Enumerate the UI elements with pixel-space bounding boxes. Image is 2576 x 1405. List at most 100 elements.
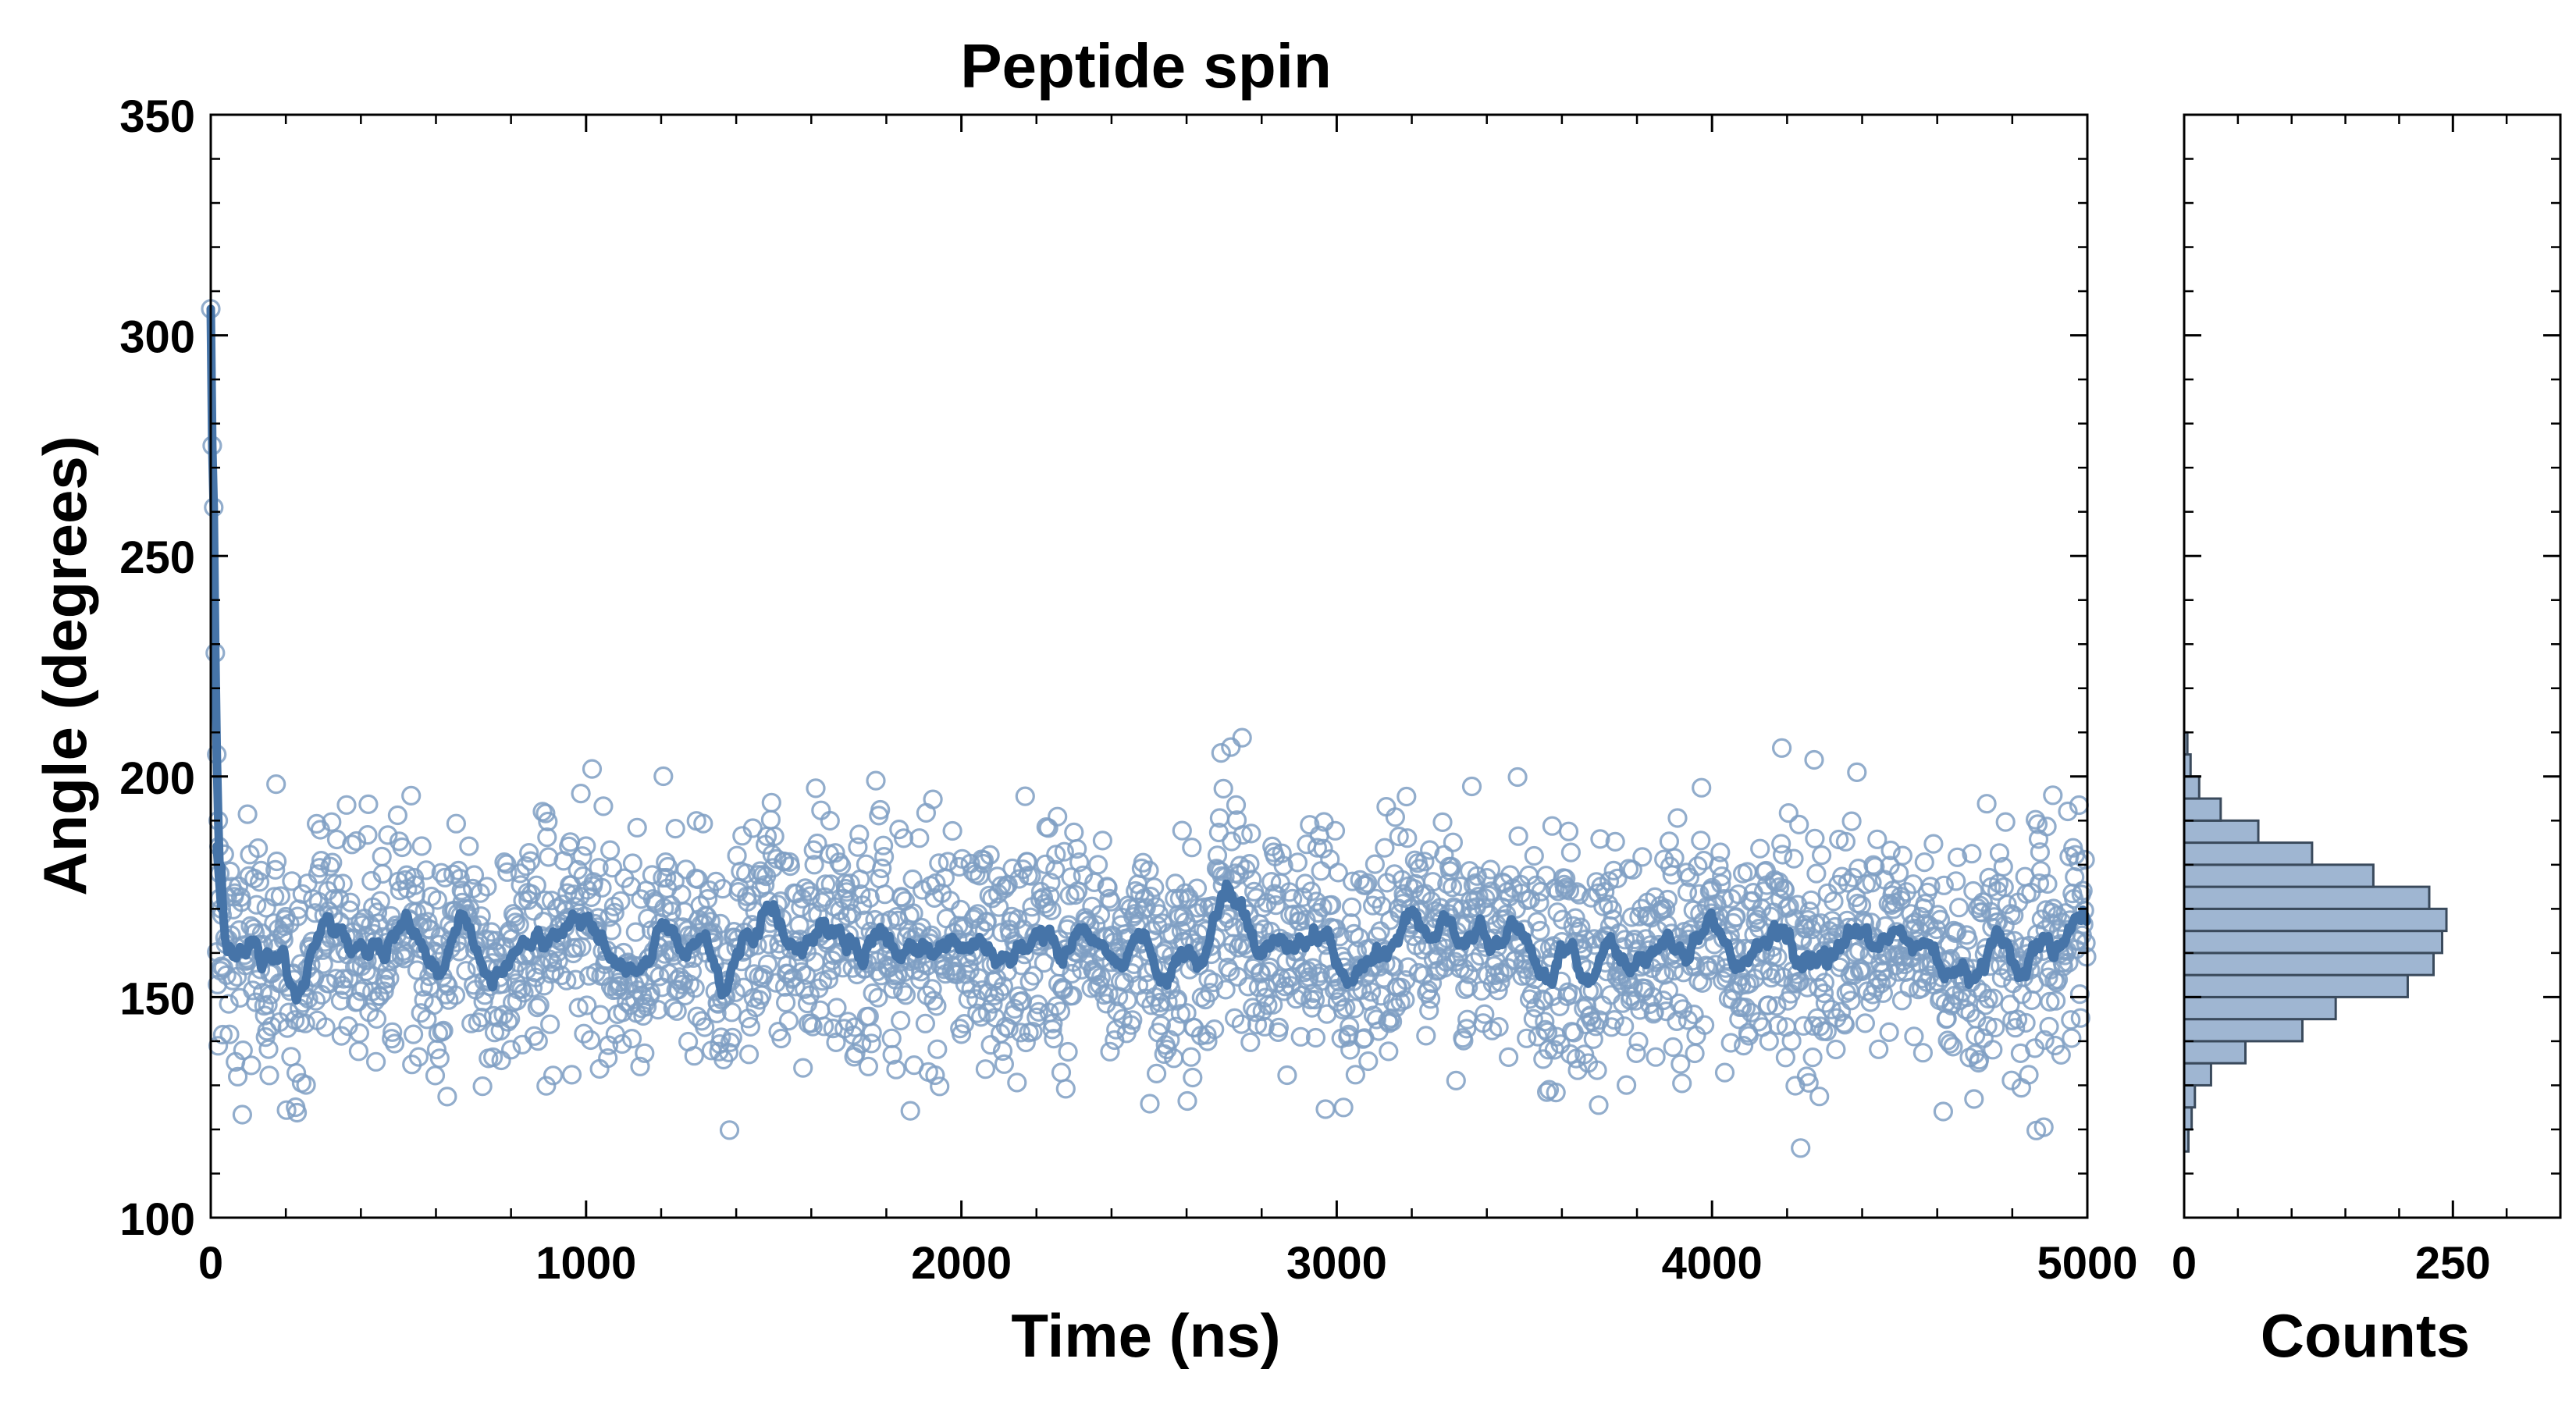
scatter-point xyxy=(640,983,661,1003)
scatter-point xyxy=(604,902,624,923)
scatter-point xyxy=(868,987,888,1008)
scatter-point xyxy=(1442,877,1463,898)
scatter-point xyxy=(1315,1099,1336,1119)
scatter-point xyxy=(909,828,930,848)
scatter-point xyxy=(1222,831,1242,852)
scatter-point xyxy=(1140,886,1161,907)
scatter-point xyxy=(1375,838,1395,858)
scatter-point xyxy=(464,865,485,885)
scatter-point xyxy=(825,843,845,863)
scatter-point xyxy=(1855,1013,1875,1033)
scatter-point xyxy=(1869,1039,1889,1059)
scatter-point xyxy=(1204,1019,1225,1040)
scatter-point xyxy=(1560,1044,1581,1065)
scatter-point xyxy=(1458,964,1479,984)
histogram-bar xyxy=(2183,775,2201,800)
scatter-point xyxy=(1287,852,1308,873)
scatter-point xyxy=(1964,1089,1984,1109)
scatter-point xyxy=(1241,823,1261,844)
scatter-point xyxy=(568,859,588,880)
scatter-point xyxy=(1802,1047,1823,1068)
scatter-point xyxy=(1507,767,1528,788)
scatter-point xyxy=(927,996,947,1016)
scatter-point xyxy=(845,1043,866,1064)
scatter-point xyxy=(1172,820,1192,841)
scatter-point xyxy=(1227,966,1248,987)
scatter-point xyxy=(849,824,870,845)
scatter-point xyxy=(1342,871,1363,891)
scatter-point xyxy=(416,860,436,880)
scatter-point xyxy=(523,901,544,921)
scatter-point xyxy=(516,855,536,877)
scatter-point xyxy=(886,1059,906,1080)
scatter-point xyxy=(1773,845,1793,865)
scatter-point xyxy=(979,885,999,905)
scatter-point xyxy=(1663,1037,1683,1058)
scatter-point xyxy=(259,1065,279,1086)
scatter-point xyxy=(1508,826,1528,846)
scatter-point xyxy=(895,985,916,1005)
scatter-point xyxy=(1041,872,1061,893)
scatter-point xyxy=(1775,1048,1795,1068)
scatter-point xyxy=(1007,1072,1027,1093)
scatter-point xyxy=(295,1013,315,1033)
scatter-point xyxy=(1527,912,1547,932)
scatter-point xyxy=(1517,1028,1537,1048)
scatter-point xyxy=(1379,1041,1399,1062)
scatter-point xyxy=(1617,1075,1637,1095)
scatter-point xyxy=(1158,991,1178,1012)
scatter-point xyxy=(1550,1034,1571,1055)
scatter-point xyxy=(742,818,763,838)
scatter-point xyxy=(891,887,913,908)
scatter-point xyxy=(1382,1012,1403,1032)
scatter-point xyxy=(401,785,422,806)
scatter-point xyxy=(1021,866,1041,886)
scatter-point xyxy=(951,1024,972,1044)
scatter-point xyxy=(472,1076,493,1097)
scatter-point xyxy=(679,974,700,994)
scatter-point xyxy=(818,969,839,990)
scatter-point xyxy=(593,796,614,816)
scatter-point xyxy=(1313,838,1333,859)
scatter-point xyxy=(413,976,433,997)
scatter-point xyxy=(1521,984,1542,1005)
scatter-point xyxy=(1260,957,1280,978)
scatter-point xyxy=(1590,829,1610,849)
scatter-point xyxy=(695,1017,715,1037)
scatter-point xyxy=(1983,1040,2003,1060)
scatter-point xyxy=(1051,1062,1072,1083)
scatter-point xyxy=(1037,898,1057,918)
scatter-point xyxy=(313,954,333,974)
scatter-point xyxy=(580,1030,601,1051)
scatter-point xyxy=(1569,884,1589,905)
scatter-point xyxy=(340,892,361,912)
scatter-point xyxy=(1500,865,1521,885)
histogram-bar xyxy=(2183,1018,2304,1043)
scatter-point xyxy=(1691,831,1711,851)
scatter-point xyxy=(1233,824,1253,845)
scatter-point xyxy=(684,1046,704,1066)
scatter-point xyxy=(925,1065,945,1086)
scatter-point xyxy=(1311,861,1331,881)
scatter-point xyxy=(870,799,891,820)
scatter-point xyxy=(1041,900,1062,921)
scatter-point xyxy=(1493,962,1514,984)
scatter-point xyxy=(1290,1026,1311,1047)
scatter-point xyxy=(923,789,943,809)
scatter-point xyxy=(775,992,796,1013)
scatter-point xyxy=(370,891,390,911)
scatter-point xyxy=(610,976,630,996)
scatter-point xyxy=(511,979,532,999)
scatter-point xyxy=(252,983,272,1003)
scatter-point xyxy=(778,1011,799,1031)
scatter-point xyxy=(582,759,603,779)
scatter-point xyxy=(1556,868,1576,889)
scatter-point xyxy=(1333,1097,1354,1118)
scatter-point xyxy=(1475,1004,1495,1024)
scatter-point xyxy=(942,820,962,841)
scatter-point xyxy=(1389,826,1409,847)
scatter-point xyxy=(998,1019,1019,1039)
scatter-point xyxy=(378,825,398,845)
scatter-point xyxy=(1446,1070,1466,1091)
